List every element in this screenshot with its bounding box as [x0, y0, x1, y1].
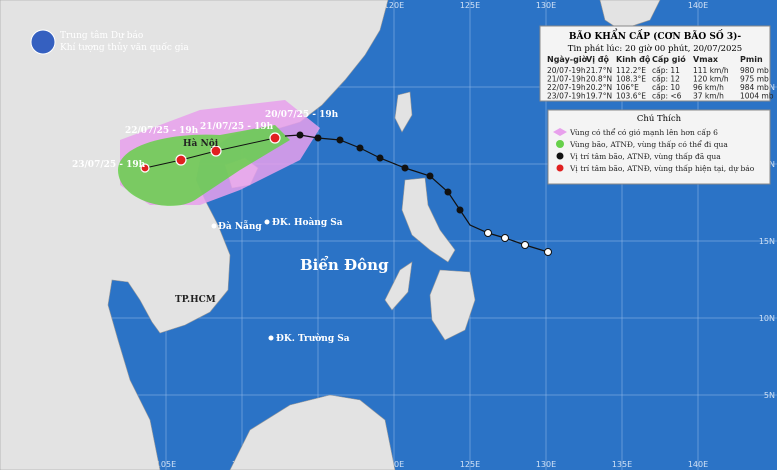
column-header: Ngày-giờ	[547, 54, 588, 64]
column-header: Vmax	[693, 55, 719, 64]
agency-name: Trung tâm Dự báo	[60, 30, 143, 41]
table-cell: 19.7°N	[586, 92, 612, 101]
bulletin-title: BÃO KHẨN CẤP (CƠN BÃO SỐ 3)-	[569, 28, 741, 42]
table-cell: 108.3°E	[616, 75, 646, 84]
legend-item: Vùng có thể có gió mạnh lên hơn cấp 6	[569, 128, 718, 137]
table-cell: 21/07-19h	[547, 75, 586, 84]
lon-label: 120E	[384, 1, 404, 10]
table-cell: 103.6°E	[616, 92, 646, 101]
table-cell: 23/07-19h	[547, 92, 586, 101]
table-cell: 21.7°N	[586, 66, 612, 75]
track-label: 20/07/25 - 19h	[265, 110, 339, 120]
forecast-positions	[140, 132, 281, 173]
column-header: Cấp gió	[652, 54, 686, 64]
lon-label: 125E	[460, 460, 480, 469]
track-label: 22/07/25 - 19h	[125, 126, 199, 136]
legend-title: Chú Thích	[637, 113, 682, 124]
column-header: Vị độ	[586, 55, 609, 64]
column-header: Pmin	[740, 55, 763, 64]
table-cell: 20/07-19h	[547, 66, 586, 75]
place-dot	[211, 223, 217, 229]
lon-label: 130E	[536, 1, 556, 10]
lat-label: 10N	[759, 314, 775, 323]
column-header: Kinh độ	[616, 55, 651, 64]
legend-symbol	[556, 140, 564, 148]
lon-label: 130E	[536, 460, 556, 469]
place-label: Đà Nẵng	[218, 220, 262, 232]
lon-label: 140E	[688, 460, 708, 469]
legend-symbol	[556, 164, 564, 172]
table-cell: cấp: 11	[652, 66, 680, 75]
agency-name: Khí tượng thủy văn quốc gia	[60, 42, 189, 53]
bulletin-box	[539, 25, 771, 102]
table-cell: cấp: 12	[652, 75, 680, 84]
place-dot	[264, 219, 270, 225]
table-cell: 975 mb	[740, 75, 769, 84]
track-label: 23/07/25 - 19h	[72, 160, 146, 170]
table-cell: 111 km/h	[693, 66, 729, 75]
forecast-track	[144, 137, 276, 169]
legend-box	[547, 109, 771, 185]
track-label: 21/07/25 - 19h	[200, 122, 274, 132]
table-cell: 96 km/h	[693, 83, 724, 92]
lon-label: 105E	[156, 460, 176, 469]
place-label: TP.HCM	[175, 295, 216, 305]
table-cell: 20.2°N	[586, 83, 612, 92]
lon-label: 140E	[688, 1, 708, 10]
past-positions	[296, 131, 464, 214]
legend-items: Vùng có thể có gió mạnh lên hơn cấp 6 Vùn…	[569, 128, 755, 173]
lat-label: 5N	[764, 391, 775, 400]
place-label: Hà Nội	[183, 138, 219, 149]
table-cell: 106°E	[616, 83, 639, 92]
place-label: ĐK. Trường Sa	[276, 333, 350, 344]
table-cell: cấp: 10	[652, 83, 680, 92]
table-cell: 980 mb	[740, 66, 769, 75]
table-cell: 120 km/h	[693, 75, 729, 84]
legend-item: Vùng bão, ATNĐ, vùng thấp có thể đi qua	[569, 140, 728, 149]
japan	[599, 0, 661, 31]
place-label: ĐK. Hoàng Sa	[272, 217, 343, 228]
borneo	[229, 394, 396, 470]
lat-label: 15N	[759, 237, 775, 246]
philippines	[384, 177, 476, 341]
lon-label: 135E	[612, 460, 632, 469]
taiwan	[394, 91, 413, 133]
legend-item: Vị trí tâm bão, ATNĐ, vùng thấp đã qua	[569, 152, 721, 161]
legend-item: Vị trí tâm bão, ATNĐ, vùng thấp hiện tại…	[569, 164, 755, 173]
sea-label: Biển Đông	[300, 256, 389, 274]
bulletin-subtitle: Tin phát lúc: 20 giờ 00 phút, 20/07/2025	[568, 43, 742, 54]
table-cell: 22/07-19h	[547, 83, 586, 92]
table-cell: 37 km/h	[693, 92, 724, 101]
table-cell: 112.2°E	[616, 66, 646, 75]
past-depressions	[484, 229, 552, 256]
place-dot	[268, 335, 274, 341]
lon-label: 125E	[460, 1, 480, 10]
storm-cone	[118, 125, 290, 206]
table-cell: cấp: <6	[652, 92, 682, 101]
legend-symbol	[553, 128, 567, 136]
table-cell: 20.8°N	[586, 75, 612, 84]
table-cell: 1004 mb	[740, 92, 774, 101]
agency-logo	[30, 29, 56, 55]
table-cell: 984 mb	[740, 83, 769, 92]
legend-symbol	[556, 152, 564, 160]
